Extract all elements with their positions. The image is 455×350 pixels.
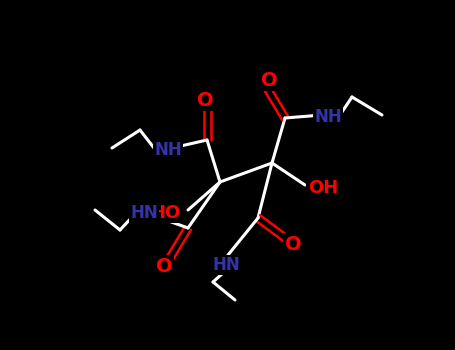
Text: NH: NH	[314, 108, 342, 126]
Text: OH: OH	[308, 179, 338, 197]
Text: HO: HO	[151, 204, 181, 222]
Text: O: O	[285, 234, 301, 253]
Text: HN: HN	[212, 256, 240, 274]
Text: O: O	[156, 257, 172, 275]
Text: O: O	[197, 91, 213, 110]
Text: HN: HN	[130, 204, 158, 222]
Text: NH: NH	[154, 141, 182, 159]
Text: O: O	[261, 70, 277, 90]
